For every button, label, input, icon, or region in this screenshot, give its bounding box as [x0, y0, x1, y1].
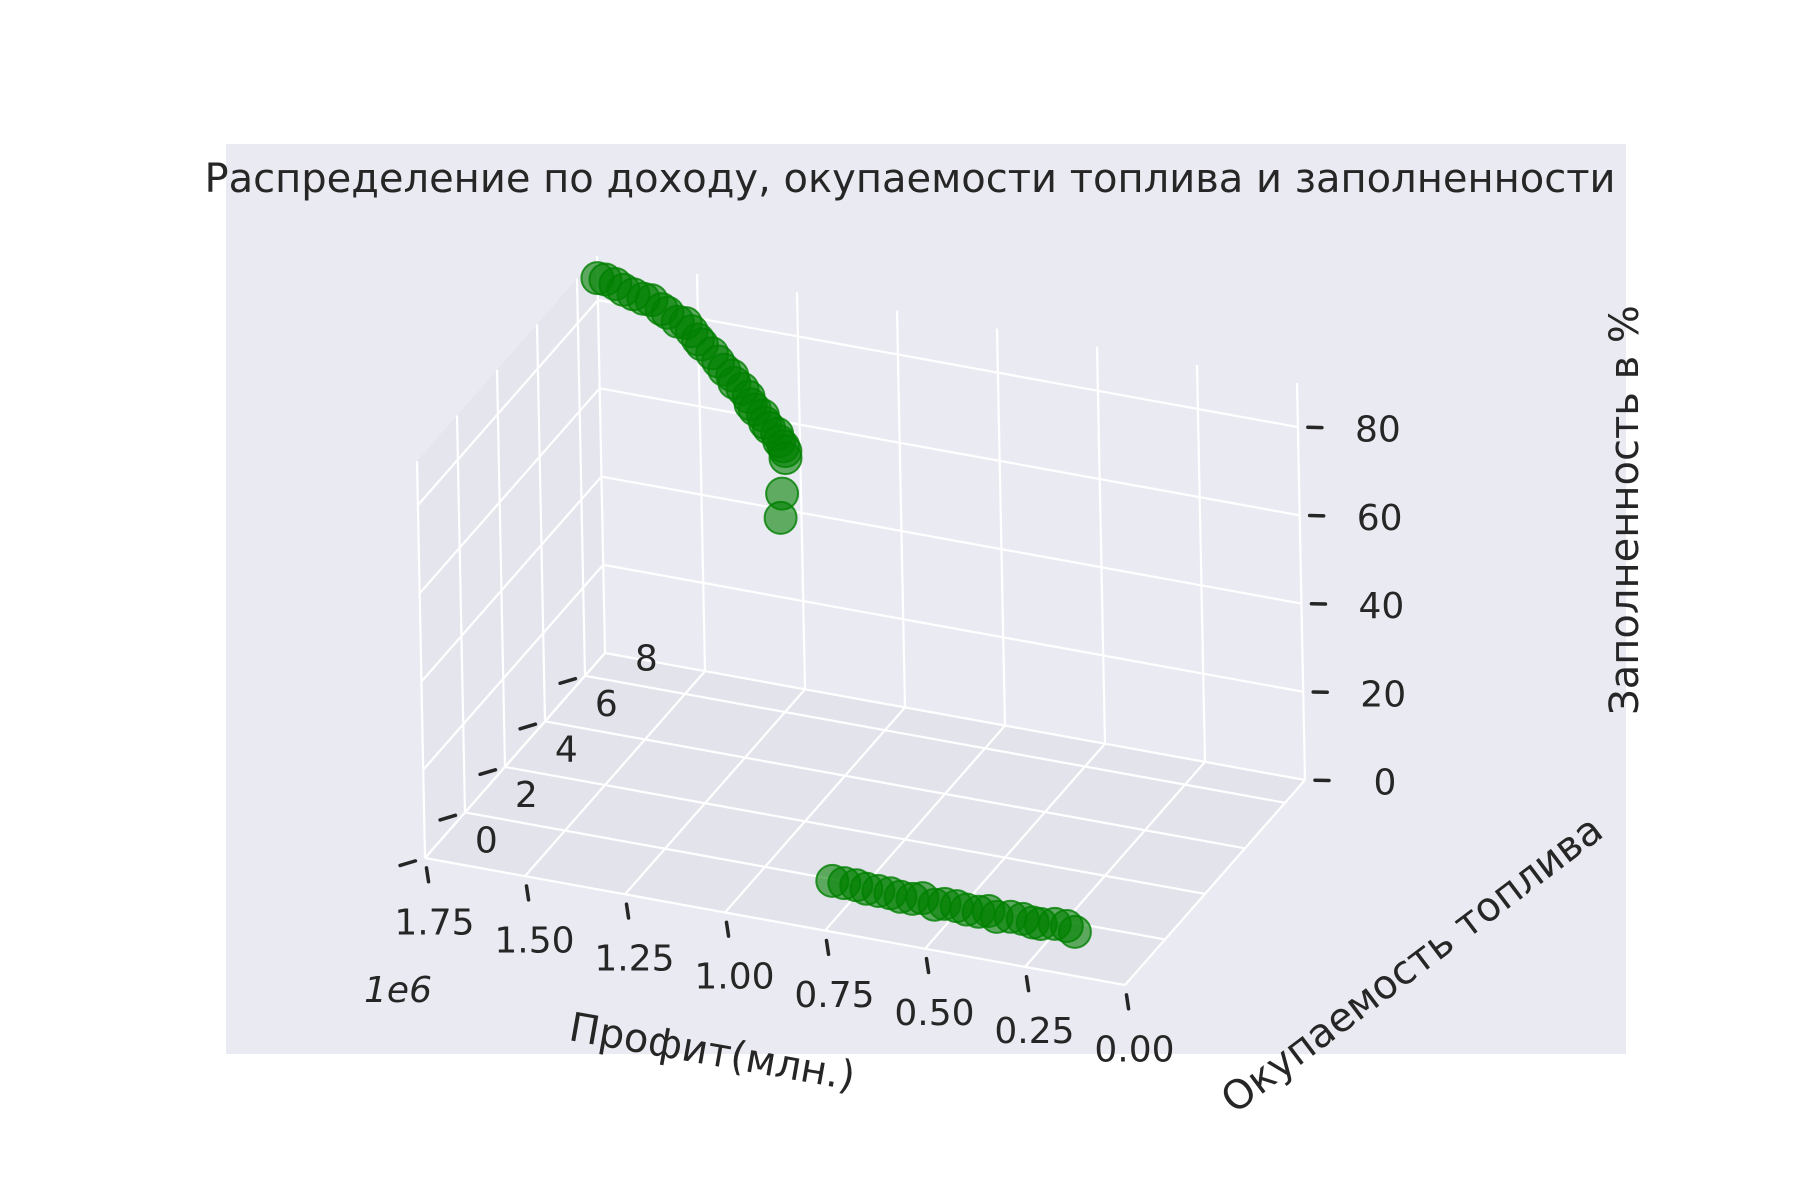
gridline-x-back	[595, 255, 607, 654]
x-tick	[624, 902, 631, 920]
gridline-y-floor	[544, 720, 1246, 850]
gridline-x-back	[1295, 382, 1307, 781]
gridline-x-floor	[724, 706, 906, 914]
x-tick-label: 1.75	[394, 902, 474, 943]
gridline-y-side	[535, 324, 547, 722]
gridline-z-back	[597, 299, 1299, 429]
y-tick	[398, 859, 418, 868]
x-tick-label: 0.75	[794, 975, 874, 1016]
axis-panes	[417, 256, 1305, 985]
gridline-z-side	[422, 564, 605, 771]
y-tick-label: 6	[595, 684, 618, 725]
gridline-z-side	[420, 475, 603, 683]
y-tick-label: 4	[555, 729, 578, 770]
x-tick-label: 0.50	[894, 993, 974, 1034]
z-tick-label: 40	[1359, 586, 1405, 627]
y-tick	[478, 768, 498, 777]
x-tick-label: 0.25	[994, 1011, 1074, 1052]
gridline-y-side	[575, 278, 587, 676]
data-points	[580, 261, 1092, 949]
x-tick	[724, 920, 731, 938]
data-point	[763, 500, 798, 535]
side-pane	[417, 256, 605, 858]
gridline-z-back	[604, 651, 1306, 782]
y-tick-label: 0	[475, 821, 498, 862]
gridline-z-back	[601, 475, 1302, 605]
data-point	[1057, 914, 1092, 949]
gridline-y-side	[495, 369, 507, 767]
z-tick-label: 20	[1360, 674, 1406, 715]
x-offset-label: 1e6	[364, 970, 432, 1011]
gridline-x-floor	[524, 670, 706, 877]
y-tick-label: 8	[635, 638, 658, 679]
x-tick	[824, 938, 831, 957]
z-tick-label: 80	[1355, 410, 1401, 451]
y-tick	[518, 722, 538, 731]
back-pane	[597, 256, 1305, 780]
x-tick	[924, 956, 931, 975]
gridline-y-side	[455, 415, 467, 813]
z-tick-label: 60	[1357, 498, 1403, 539]
y-tick-label: 2	[515, 775, 538, 816]
x-tick	[1124, 993, 1131, 1011]
gridline-x-back	[795, 292, 807, 690]
floor-pane	[425, 653, 1305, 985]
tick-marks	[398, 425, 1331, 1011]
gridline-x-back	[995, 328, 1007, 726]
gridline-y-floor	[504, 765, 1206, 895]
y-tick	[438, 813, 458, 822]
gridline-x-floor	[624, 688, 806, 896]
gridline-y-floor	[424, 856, 1126, 987]
gridline-x-back	[1195, 364, 1207, 762]
x-tick-label: 1.50	[494, 920, 574, 961]
x-tick	[524, 884, 531, 902]
chart-title: Распределение по доходу, окупаемости топ…	[204, 156, 1615, 202]
gridline-z-side	[418, 387, 601, 595]
data-point	[873, 876, 908, 911]
x-tick-label: 1.25	[594, 939, 674, 980]
tick-labels: 1.75 1.50 1.25 1.00 0.75 0.50 0.25 0.0002468020…	[394, 410, 1406, 1071]
y-tick	[558, 676, 578, 685]
gridline-x-floor	[1124, 779, 1306, 986]
gridline-x-back	[1095, 346, 1107, 744]
x-tick-label: 1.00	[694, 957, 774, 998]
gridline-x-back	[895, 310, 907, 708]
gridlines	[415, 255, 1307, 987]
x-tick-label: 0.00	[1094, 1029, 1174, 1070]
gridline-z-side	[417, 299, 599, 506]
data-point	[839, 868, 874, 903]
data-point	[768, 441, 803, 476]
gridline-z-side	[424, 652, 606, 859]
gridline-z-back	[603, 563, 1304, 693]
z-axis-label: Заполненность в %	[1602, 305, 1648, 715]
z-tick-label: 0	[1374, 763, 1397, 804]
gridline-z-back	[599, 387, 1300, 517]
x-tick	[1024, 974, 1031, 993]
gridline-y-side	[415, 460, 427, 859]
gridline-y-floor	[584, 674, 1286, 804]
x-tick	[424, 866, 431, 884]
